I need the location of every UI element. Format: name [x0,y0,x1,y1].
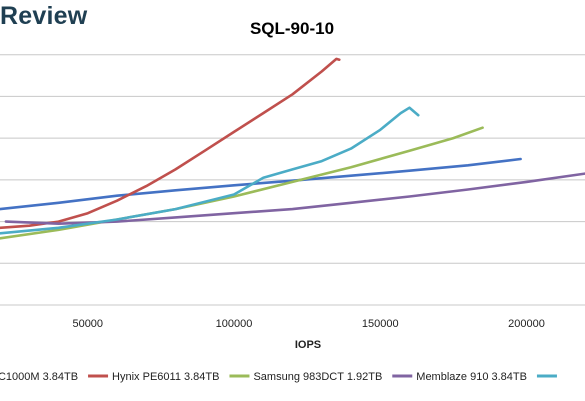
x-tick-label-4: 200000 [508,318,545,330]
legend-item-1: DC1000M 3.84TB [0,371,78,383]
legend-label-4: Memblaze 910 3.84TB [416,371,527,383]
legend-item-2: Hynix PE6011 3.84TB [88,371,219,383]
x-tick-label-3: 150000 [362,318,399,330]
site-logo-text: Review [0,2,88,30]
legend: DC1000M 3.84TB Hynix PE6011 3.84TB Samsung… [0,371,557,383]
series-lines [0,57,585,240]
legend-label-1: DC1000M 3.84TB [0,371,78,383]
legend-label-3: Samsung 983DCT 1.92TB [253,371,382,383]
series-line-2 [0,57,341,230]
x-axis-label: IOPS [295,339,321,351]
legend-item-3: Samsung 983DCT 1.92TB [229,371,382,383]
x-tick-label-1: 50000 [72,318,103,330]
series-line-1 [0,157,522,211]
x-axis-ticks: 50000 100000 150000 200000 [72,318,544,330]
series-line-5 [0,106,420,235]
x-tick-label-2: 100000 [216,318,253,330]
legend-label-2: Hynix PE6011 3.84TB [112,371,219,383]
legend-item-4: Memblaze 910 3.84TB [392,371,527,383]
chart-title: SQL-90-10 [250,19,334,38]
